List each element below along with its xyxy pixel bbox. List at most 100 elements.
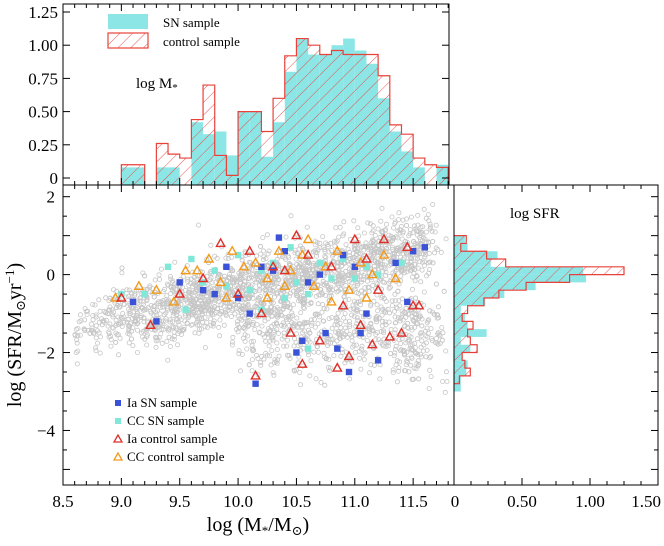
background-galaxy-point	[394, 245, 400, 251]
background-galaxy-point	[90, 301, 96, 307]
ia-sn-point	[153, 318, 160, 325]
background-galaxy-point	[216, 324, 222, 330]
cc-sn-point	[304, 290, 312, 298]
background-galaxy-point	[263, 288, 269, 294]
background-galaxy-point	[274, 290, 280, 296]
background-galaxy-point	[340, 334, 346, 340]
ia-control-point	[296, 358, 308, 368]
ia-control-point	[197, 272, 209, 283]
background-galaxy-point	[258, 300, 264, 306]
background-galaxy-point	[274, 312, 280, 318]
background-galaxy-point	[361, 356, 367, 362]
background-galaxy-point	[285, 304, 291, 310]
background-galaxy-point	[426, 386, 432, 392]
background-galaxy-point	[419, 229, 425, 235]
background-galaxy-point	[186, 290, 192, 296]
background-galaxy-point	[350, 344, 356, 350]
ia-control-point	[244, 245, 256, 255]
cc-sn-point	[316, 259, 323, 267]
background-galaxy-point	[320, 234, 326, 240]
background-galaxy-point	[358, 346, 364, 352]
background-galaxy-point	[322, 246, 328, 252]
background-galaxy-point	[427, 266, 433, 272]
background-galaxy-point	[325, 244, 331, 250]
background-galaxy-point	[407, 345, 413, 351]
background-galaxy-point	[291, 367, 297, 373]
right-panel-label: log SFR	[510, 206, 560, 222]
background-galaxy-point	[93, 314, 99, 320]
background-galaxy-point	[271, 372, 277, 378]
background-galaxy-point	[186, 313, 192, 319]
control-sfr-bar-hatch	[454, 360, 465, 369]
background-galaxy-point	[202, 324, 208, 330]
legend-swatch-sn	[108, 14, 148, 29]
background-galaxy-point	[223, 307, 229, 313]
background-galaxy-point	[184, 299, 190, 305]
background-galaxy-point	[398, 341, 404, 347]
background-galaxy-point	[423, 328, 429, 334]
background-galaxy-point	[368, 303, 374, 309]
background-galaxy-point	[165, 328, 171, 334]
background-galaxy-point	[95, 328, 101, 334]
background-galaxy-point	[386, 319, 392, 325]
background-galaxy-point	[265, 309, 271, 315]
ia-control-point	[285, 327, 296, 337]
background-galaxy-point	[409, 286, 415, 292]
background-galaxy-point	[383, 269, 389, 275]
background-galaxy-point	[392, 291, 398, 297]
top-ytick-label: 0	[50, 169, 59, 188]
background-galaxy-point	[415, 307, 421, 313]
main-xtick-label: 10.5	[282, 492, 312, 511]
background-galaxy-point	[274, 340, 280, 346]
background-galaxy-point	[327, 368, 333, 374]
background-galaxy-point	[408, 362, 414, 368]
background-galaxy-point	[391, 308, 397, 314]
background-galaxy-point	[229, 292, 235, 298]
background-galaxy-point	[389, 214, 395, 220]
cc-control-point	[168, 295, 180, 306]
background-galaxy-point	[253, 303, 259, 309]
top-ytick-label: 1.00	[28, 36, 58, 55]
background-galaxy-point	[351, 329, 357, 335]
background-galaxy-point	[338, 285, 344, 291]
cc-control-point	[302, 233, 314, 244]
background-galaxy-point	[336, 267, 342, 273]
cc-sn-point	[223, 283, 230, 290]
background-galaxy-point	[396, 210, 402, 216]
background-galaxy-point	[84, 311, 90, 317]
background-galaxy-point	[295, 293, 301, 299]
ia-sn-point	[334, 345, 341, 352]
ia-control-point	[413, 299, 425, 310]
background-galaxy-point	[323, 240, 329, 246]
background-galaxy-point	[336, 330, 342, 336]
scatter-legend: Ia SN sample CC SN sample Ia control sam…	[112, 395, 225, 464]
cc-sn-point	[398, 259, 405, 267]
background-galaxy-point	[335, 322, 341, 328]
ia-sn-point	[176, 279, 183, 286]
background-galaxy-point	[353, 301, 359, 307]
background-galaxy-point	[325, 284, 331, 290]
background-galaxy-point	[313, 293, 319, 299]
background-galaxy-point	[242, 338, 248, 344]
background-galaxy-point	[294, 315, 300, 321]
background-galaxy-point	[357, 355, 363, 361]
background-galaxy-point	[153, 338, 159, 344]
control-mass-bar-hatch	[354, 54, 367, 185]
background-galaxy-point	[156, 276, 162, 282]
background-galaxy-point	[281, 343, 287, 349]
control-sfr-outline	[454, 235, 625, 385]
background-galaxy-point	[307, 330, 313, 336]
background-galaxy-point	[389, 244, 395, 250]
background-galaxy-point	[168, 305, 174, 311]
background-galaxy-point	[412, 278, 418, 284]
background-galaxy-point	[151, 294, 157, 300]
cc-control-point	[285, 264, 296, 275]
control-sfr-bar-hatch	[454, 282, 527, 291]
background-galaxy-point	[303, 267, 309, 273]
background-galaxy-point	[184, 321, 190, 327]
background-galaxy-point	[337, 224, 343, 230]
background-galaxy-point	[333, 286, 339, 292]
ia-control-point	[396, 327, 407, 337]
background-galaxy-point	[106, 334, 112, 340]
background-galaxy-point	[274, 360, 280, 366]
